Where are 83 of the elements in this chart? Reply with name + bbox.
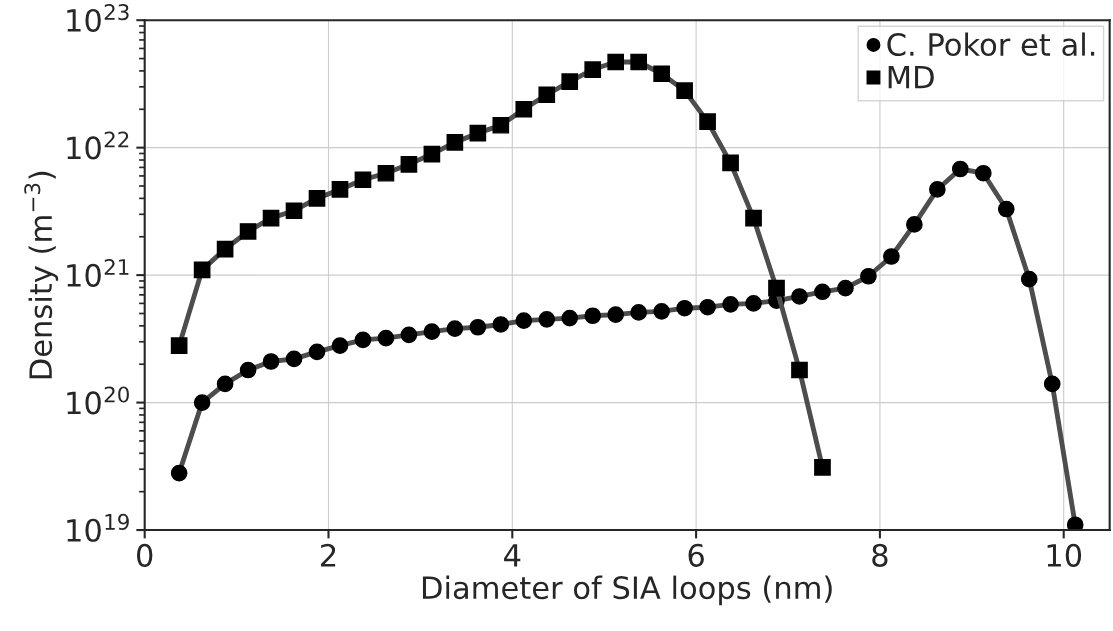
point [308,343,326,361]
point [216,375,234,393]
y-tick-label: 10$^{23}$ [67,4,129,32]
point [354,331,372,349]
point [584,307,602,325]
point [469,318,487,336]
point [170,337,188,354]
point [630,304,647,321]
point [814,283,831,301]
point [239,223,257,240]
point [1066,516,1084,531]
point [630,53,647,71]
x-tick-label: 2 [321,543,336,567]
point [699,113,716,130]
y-tick-label: 10$^{21}$ [67,258,129,287]
point [400,155,418,173]
y-tick-label: 10$^{22}$ [67,131,129,160]
point [423,145,441,163]
point [400,326,418,344]
point [883,248,900,265]
y-tick-label: 10$^{20}$ [67,386,129,415]
point [446,134,464,151]
y-axis-title: Density (m$^{−3}$) [24,171,59,379]
point [929,181,946,198]
point [1020,270,1038,288]
point [170,464,188,482]
legend-label: C. Pokor et al. [887,32,1095,57]
point [745,295,762,312]
point [584,61,602,78]
point [653,65,670,83]
point [607,306,625,323]
point [285,350,303,368]
point [561,73,579,90]
legend-label: MD [888,65,934,89]
point [561,309,579,327]
point [446,320,464,338]
point [469,124,487,142]
point [653,302,670,320]
point [860,267,877,285]
point [814,459,831,476]
point [538,310,556,328]
point [193,261,211,279]
point [951,160,969,178]
point [607,53,625,71]
x-tick-label: 6 [688,543,704,567]
point [906,216,923,233]
point [377,329,395,347]
point [216,240,234,258]
point [538,86,556,104]
point [492,116,510,134]
point [262,209,280,227]
point [354,171,372,189]
point [193,394,211,411]
point [515,100,533,118]
point [377,164,395,182]
point [974,164,992,182]
x-tick-label: 4 [504,544,521,567]
point [837,279,854,297]
point [331,181,349,198]
point [722,154,739,172]
point [1043,375,1061,393]
point [239,361,257,379]
x-tick-label: 0 [136,543,153,567]
point [308,190,326,207]
x-tick-label: 10 [1047,543,1082,567]
point [768,279,785,297]
point [262,353,280,370]
point [722,295,739,313]
point [676,82,693,99]
point [791,361,808,379]
point [492,316,510,333]
point [699,298,716,316]
point [791,288,808,305]
point [423,323,441,341]
point [331,337,349,354]
x-tick-label: 8 [872,543,888,567]
point [997,200,1015,218]
y-tick-label: 10$^{19}$ [67,513,129,542]
x-axis-title: Diameter of SIA loops (nm) [422,575,832,606]
point [285,202,303,220]
point [676,299,693,317]
point [745,209,762,227]
point [515,312,533,329]
